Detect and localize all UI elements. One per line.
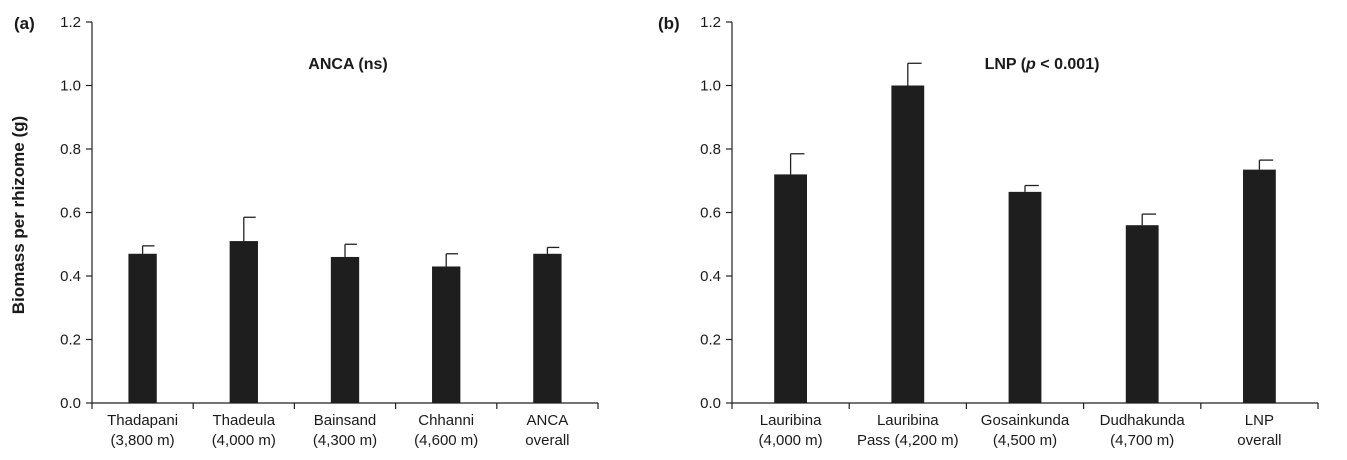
bar bbox=[330, 256, 360, 403]
y-tick-label: 1.0 bbox=[60, 78, 81, 95]
x-tick-label: Gosainkunda bbox=[981, 412, 1070, 429]
bar bbox=[1008, 191, 1042, 403]
chart-title: ANCA (ns) bbox=[308, 56, 387, 73]
x-tick-label: overall bbox=[1237, 432, 1281, 449]
chart-title: LNP (p < 0.001) bbox=[985, 56, 1100, 73]
x-tick-label: (3,800 m) bbox=[110, 432, 174, 449]
y-tick-label: 1.2 bbox=[60, 14, 81, 31]
x-tick-label: Dudhakunda bbox=[1100, 412, 1186, 429]
x-tick-label: LNP bbox=[1245, 412, 1274, 429]
x-tick-label: Thadeula bbox=[213, 412, 276, 429]
y-tick-label: 0.4 bbox=[60, 268, 81, 285]
x-tick-label: (4,700 m) bbox=[1110, 432, 1174, 449]
y-tick-label: 1.0 bbox=[700, 78, 721, 95]
panel-b: (b) LNP (p < 0.001) 0.0 0.2 0.4 0.6 0.8 1.0 1.2 L… bbox=[658, 14, 1319, 449]
bar bbox=[1125, 225, 1159, 403]
x-tick-label: (4,000 m) bbox=[758, 432, 822, 449]
x-tick-label: Pass (4,200 m) bbox=[857, 432, 959, 449]
bar bbox=[1242, 169, 1276, 403]
panel-label: (a) bbox=[14, 14, 35, 33]
bar bbox=[891, 85, 925, 403]
x-tick-label: (4,000 m) bbox=[212, 432, 276, 449]
bar bbox=[533, 253, 562, 403]
y-tick-label: 0.2 bbox=[700, 332, 721, 349]
x-tick-label: (4,500 m) bbox=[993, 432, 1057, 449]
y-tick-label: 0.0 bbox=[60, 395, 81, 412]
bar bbox=[128, 253, 157, 403]
x-tick-label: (4,600 m) bbox=[414, 432, 478, 449]
y-tick-label: 0.0 bbox=[700, 395, 721, 412]
x-tick-label: (4,300 m) bbox=[313, 432, 377, 449]
x-tick-label: Thadapani bbox=[107, 412, 178, 429]
x-tick-label: ANCA bbox=[527, 412, 569, 429]
panel-a: (a) ANCA (ns) 0.0 0.2 0.4 0.6 0.8 1.0 1.2 Thadapa… bbox=[14, 14, 599, 449]
y-tick-label: 0.8 bbox=[700, 141, 721, 158]
x-tick-label: Lauribina bbox=[877, 412, 939, 429]
bar bbox=[229, 241, 258, 403]
x-tick-label: Chhanni bbox=[418, 412, 474, 429]
y-axis-label: Biomass per rhizome (g) bbox=[9, 116, 28, 314]
y-tick-label: 1.2 bbox=[700, 14, 721, 31]
bar bbox=[774, 174, 808, 403]
y-tick-label: 0.4 bbox=[700, 268, 721, 285]
y-tick-label: 0.2 bbox=[60, 332, 81, 349]
bar bbox=[432, 266, 461, 403]
x-tick-label: Bainsand bbox=[314, 412, 377, 429]
x-tick-label: Lauribina bbox=[760, 412, 822, 429]
x-tick-label: overall bbox=[525, 432, 569, 449]
y-tick-label: 0.6 bbox=[60, 205, 81, 222]
y-tick-label: 0.8 bbox=[60, 141, 81, 158]
panel-label: (b) bbox=[658, 14, 680, 33]
y-tick-label: 0.6 bbox=[700, 205, 721, 222]
